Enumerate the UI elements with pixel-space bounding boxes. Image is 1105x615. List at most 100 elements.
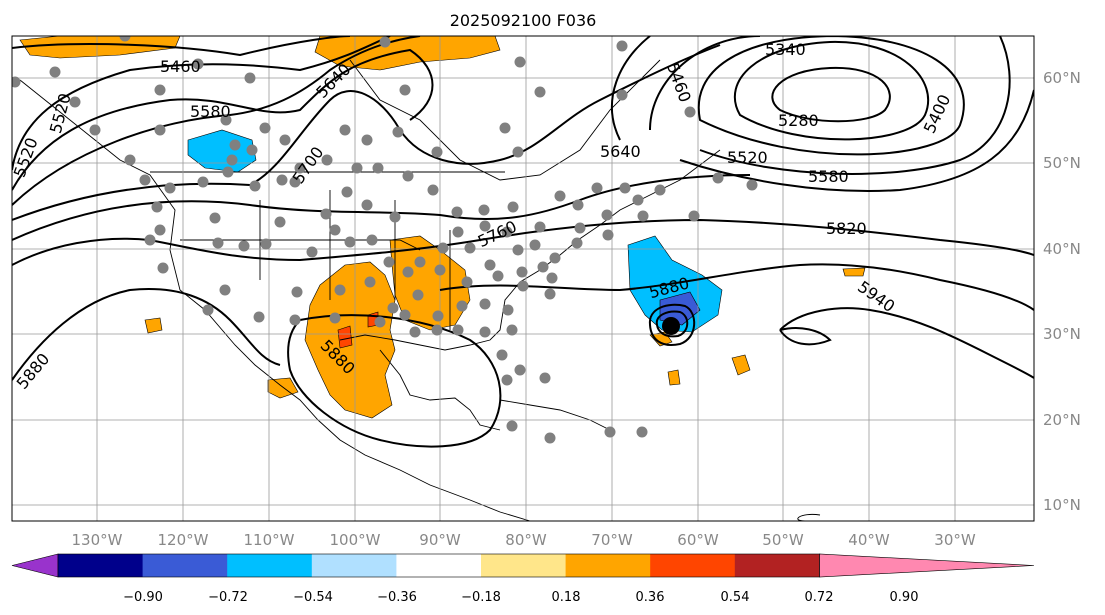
contour-5280-low <box>771 66 891 123</box>
station-marker <box>514 364 526 376</box>
colorbar-frame <box>57 553 820 578</box>
station-marker <box>409 326 421 338</box>
blue-shade-pacnw <box>187 129 257 173</box>
station-marker <box>274 216 286 228</box>
station-marker <box>452 324 464 336</box>
station-marker <box>506 324 518 336</box>
station-marker <box>154 224 166 236</box>
station-marker <box>192 58 204 70</box>
station-marker <box>478 204 490 216</box>
orange-shade-canada <box>314 36 501 71</box>
contour-5340-low <box>733 40 930 141</box>
orange-shade-north <box>19 36 181 59</box>
station-marker <box>484 259 496 271</box>
station-marker <box>372 162 384 174</box>
station-marker <box>537 261 549 273</box>
station-marker <box>212 237 224 249</box>
lon-label: 100°W <box>330 531 381 549</box>
station-marker <box>339 124 351 136</box>
station-marker <box>260 238 272 250</box>
colorbar-segment <box>565 554 651 577</box>
contour-label: 5820 <box>826 219 867 238</box>
station-marker <box>402 170 414 182</box>
lon-label: 110°W <box>244 531 295 549</box>
station-marker <box>461 276 473 288</box>
station-marker <box>616 40 628 52</box>
station-marker <box>654 184 666 196</box>
station-marker <box>89 124 101 136</box>
station-marker <box>464 242 476 254</box>
station-marker <box>249 180 261 192</box>
station-marker <box>402 266 414 278</box>
station-marker <box>554 190 566 202</box>
orange-shade-atlantic2 <box>842 267 866 277</box>
contour-hurricane-outer <box>648 303 696 346</box>
station-marker <box>392 126 404 138</box>
station-marker <box>506 420 518 432</box>
contour-hurricane-inner <box>655 310 689 338</box>
station-marker <box>688 210 700 222</box>
station-marker <box>516 266 528 278</box>
station-marker <box>514 56 526 68</box>
contour-label: 5640 <box>600 142 641 161</box>
lon-label: 130°W <box>72 531 123 549</box>
station-marker <box>366 234 378 246</box>
contour-label: 5520 <box>727 148 768 167</box>
lat-label: 60°N <box>1043 69 1081 87</box>
station-marker <box>389 211 401 223</box>
station-marker <box>574 222 586 234</box>
station-marker <box>279 134 291 146</box>
station-marker <box>361 199 373 211</box>
station-marker <box>499 122 511 134</box>
station-marker <box>572 199 584 211</box>
station-marker <box>238 240 250 252</box>
contour-5640 <box>12 36 421 206</box>
station-marker <box>602 229 614 241</box>
colorbar-tick-labels: −0.90 −0.72 −0.54 −0.36 −0.18 0.18 0.36 … <box>123 590 918 605</box>
station-marker <box>507 201 519 213</box>
colorbar-tick: −0.72 <box>208 590 248 605</box>
station-marker <box>383 256 395 268</box>
lat-label: 50°N <box>1043 154 1081 172</box>
station-marker <box>351 162 363 174</box>
station-marker <box>431 324 443 336</box>
station-marker <box>604 426 616 438</box>
station-marker <box>334 284 346 296</box>
station-marker <box>226 154 238 166</box>
colorbar-segment <box>227 554 313 577</box>
colorbar-segment <box>481 554 567 577</box>
station-marker <box>427 184 439 196</box>
orange-shade-atlantic1 <box>731 354 751 376</box>
station-marker <box>157 262 169 274</box>
station-marker <box>387 302 399 314</box>
contour-5880-gulf <box>287 314 502 448</box>
colorbar-tick: −0.36 <box>377 590 417 605</box>
lon-label: 80°W <box>505 531 547 549</box>
station-marker <box>512 244 524 256</box>
station-marker <box>434 264 446 276</box>
lat-label: 30°N <box>1043 325 1081 343</box>
station-marker <box>479 220 491 232</box>
contour-label: 5580 <box>190 102 231 121</box>
lon-label: 30°W <box>934 531 976 549</box>
contour-5940-inner <box>779 327 832 346</box>
lat-label: 10°N <box>1043 496 1081 514</box>
contour-5400-low <box>697 36 965 156</box>
colorbar-tick: 0.18 <box>552 590 581 605</box>
station-marker <box>291 286 303 298</box>
station-marker <box>632 194 644 206</box>
colorbar-tick: 0.54 <box>721 590 750 605</box>
contour-label: 5280 <box>778 111 819 130</box>
station-marker <box>399 309 411 321</box>
station-marker <box>361 134 373 146</box>
station-marker <box>202 304 214 316</box>
contour-label: 5580 <box>808 167 849 186</box>
contour-5460-low <box>649 36 1011 175</box>
colorbar-segment <box>142 554 228 577</box>
station-marker <box>246 144 258 156</box>
station-marker <box>222 166 234 178</box>
colorbar-segment <box>311 554 397 577</box>
station-marker <box>544 432 556 444</box>
station-marker <box>329 312 341 324</box>
